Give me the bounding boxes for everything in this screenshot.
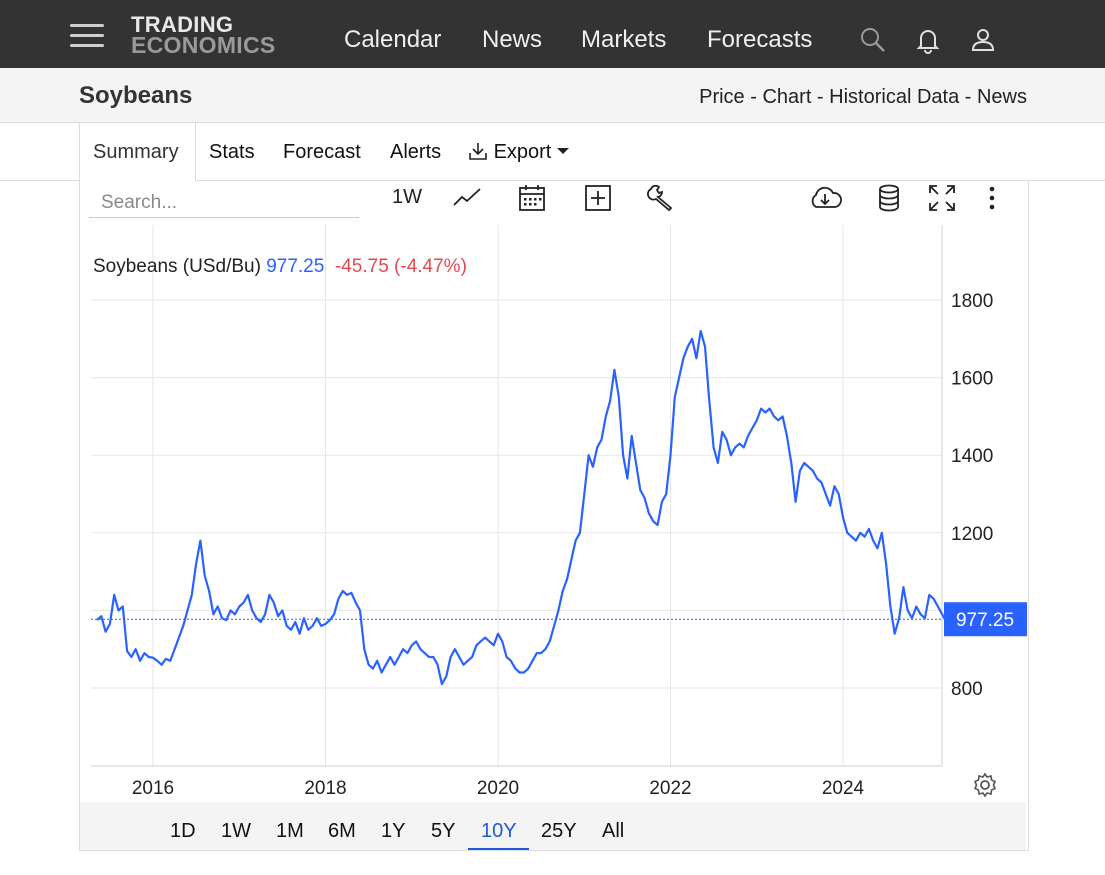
legend-price: 977.25 (266, 256, 325, 277)
crumb-sep: - (811, 86, 830, 108)
series-line-soybeans (96, 329, 946, 686)
range-25y[interactable]: 25Y (541, 820, 577, 842)
search-icon[interactable] (859, 26, 887, 54)
calendar-icon[interactable] (517, 183, 547, 213)
range-10y[interactable]: 10Y (481, 820, 517, 842)
page-title: Soybeans (79, 82, 193, 109)
range-1m[interactable]: 1M (276, 820, 304, 842)
active-range-underline (468, 848, 529, 850)
tab-bar (0, 123, 1105, 181)
crumb-news[interactable]: News (976, 86, 1027, 108)
last-price-badge (944, 602, 1027, 637)
fullscreen-icon[interactable] (927, 183, 957, 213)
trading-economics-logo[interactable]: TRADING ECONOMICS (131, 12, 276, 58)
crumb-price[interactable]: Price (699, 86, 745, 108)
export-label: Export (493, 141, 552, 163)
nav-markets[interactable]: Markets (581, 26, 667, 53)
tab-alerts[interactable]: Alerts (390, 141, 442, 163)
tab-forecast[interactable]: Forecast (283, 141, 361, 163)
wrench-icon[interactable] (647, 183, 677, 213)
chart-panel (79, 181, 1029, 851)
y-tick-label: 1400 (951, 446, 993, 467)
cloud-download-icon[interactable] (808, 183, 842, 213)
range-1d[interactable]: 1D (170, 820, 196, 842)
y-tick-label: 1200 (951, 524, 993, 545)
legend-series-name: Soybeans (USd/Bu) (93, 256, 261, 277)
nav-news[interactable]: News (482, 26, 543, 53)
y-tick-label: 1800 (951, 291, 993, 312)
range-6m[interactable]: 6M (328, 820, 356, 842)
database-icon[interactable] (875, 183, 903, 213)
crumb-chart[interactable]: Chart (762, 86, 812, 108)
y-tick-label: 800 (951, 679, 983, 700)
interval-selector[interactable]: 1W (392, 186, 422, 208)
top-navigation-bar: TRADING ECONOMICS Calendar News Markets … (0, 0, 1105, 68)
range-1w[interactable]: 1W (221, 820, 251, 842)
breadcrumb: Price - Chart - Historical Data - News (699, 86, 1027, 109)
tab-summary[interactable]: Summary (93, 141, 179, 163)
logo-line2: ECONOMICS (131, 32, 276, 58)
tab-summary-active-box (79, 123, 196, 181)
crumb-sep: - (959, 86, 977, 108)
page-header-bar (0, 68, 1105, 123)
x-tick-label: 2024 (822, 778, 865, 799)
x-tick-label: 2022 (649, 778, 691, 799)
crumb-historical-data[interactable]: Historical Data (829, 86, 960, 108)
last-price-label: 977.25 (956, 610, 1014, 631)
nav-forecasts[interactable]: Forecasts (707, 26, 813, 53)
crumb-sep: - (744, 86, 763, 108)
logo-line1: TRADING (131, 12, 234, 37)
more-options-icon[interactable] (982, 183, 1002, 213)
search-input[interactable] (89, 188, 359, 218)
range-1y[interactable]: 1Y (381, 820, 406, 842)
range-selector-bar (80, 802, 1026, 850)
x-tick-label: 2016 (132, 778, 174, 799)
tab-stats[interactable]: Stats (209, 141, 255, 163)
tab-export[interactable]: Export (468, 141, 569, 164)
line-chart-icon[interactable] (452, 183, 482, 213)
menu-icon[interactable] (70, 24, 104, 48)
chart-settings-gear-icon[interactable] (972, 772, 998, 798)
nav-calendar[interactable]: Calendar (344, 26, 442, 53)
chart-legend: Soybeans (USd/Bu) 977.25 -45.75 (-4.47%) (93, 256, 467, 278)
x-tick-label: 2018 (304, 778, 346, 799)
range-all[interactable]: All (602, 820, 625, 842)
legend-change: -45.75 (-4.47%) (334, 256, 467, 277)
y-tick-label: 1600 (951, 369, 993, 390)
x-tick-label: 2020 (477, 778, 519, 799)
range-5y[interactable]: 5Y (431, 820, 456, 842)
bell-icon[interactable] (914, 26, 942, 54)
caret-down-icon (556, 148, 569, 154)
user-icon[interactable] (969, 26, 997, 54)
add-compare-icon[interactable] (583, 183, 613, 213)
download-icon (469, 143, 487, 160)
